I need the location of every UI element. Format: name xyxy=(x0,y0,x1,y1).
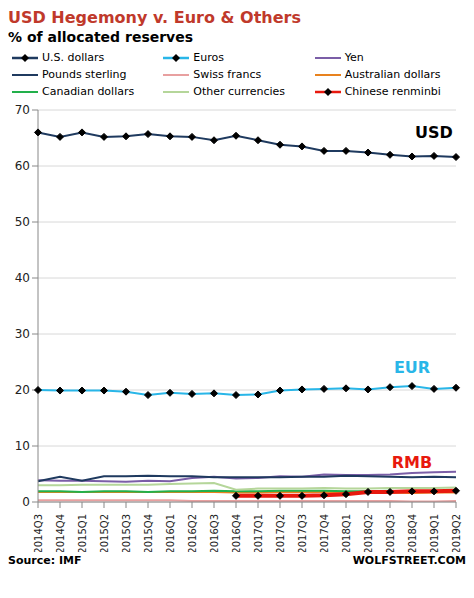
svg-text:2018Q4: 2018Q4 xyxy=(407,514,418,552)
svg-text:50: 50 xyxy=(15,215,30,229)
html-text:U.S. dollars: U.S. dollars xyxy=(42,51,105,64)
svg-text:2015Q1: 2015Q1 xyxy=(77,514,88,552)
svg-text:2019Q1: 2019Q1 xyxy=(429,514,440,552)
svg-text:USD: USD xyxy=(415,123,453,142)
html-text:Australian dollars: Australian dollars xyxy=(344,68,441,81)
svg-text:40: 40 xyxy=(15,271,30,285)
svg-text:2017Q2: 2017Q2 xyxy=(275,514,286,552)
svg-text:0: 0 xyxy=(22,495,30,509)
html-text:% of allocated reserves: % of allocated reserves xyxy=(8,29,194,45)
html-text:Chinese renminbi: Chinese renminbi xyxy=(344,85,441,98)
html-text:USD Hegemony v. Euro & Others: USD Hegemony v. Euro & Others xyxy=(8,8,301,27)
svg-text:2016Q4: 2016Q4 xyxy=(231,514,242,552)
html-text:WOLFSTREET.COM: WOLFSTREET.COM xyxy=(352,554,466,567)
html-text:Pounds sterling: Pounds sterling xyxy=(42,68,127,81)
html-text:Euros: Euros xyxy=(193,51,224,64)
svg-text:2015Q3: 2015Q3 xyxy=(121,514,132,552)
svg-text:70: 70 xyxy=(15,103,30,117)
html-text:Swiss francs: Swiss francs xyxy=(193,68,262,81)
svg-text:2018Q3: 2018Q3 xyxy=(385,514,396,552)
svg-text:2016Q2: 2016Q2 xyxy=(187,514,198,552)
svg-text:2017Q3: 2017Q3 xyxy=(297,514,308,552)
html-text:Canadian dollars: Canadian dollars xyxy=(42,85,135,98)
svg-text:2018Q1: 2018Q1 xyxy=(341,514,352,552)
svg-text:2014Q3: 2014Q3 xyxy=(33,514,44,552)
svg-text:20: 20 xyxy=(15,383,30,397)
svg-text:2017Q1: 2017Q1 xyxy=(253,514,264,552)
svg-text:60: 60 xyxy=(15,159,30,173)
svg-text:2017Q4: 2017Q4 xyxy=(319,514,330,552)
svg-text:2015Q4: 2015Q4 xyxy=(143,514,154,552)
svg-text:30: 30 xyxy=(15,327,30,341)
svg-text:2019Q2: 2019Q2 xyxy=(451,514,462,552)
html-text:Other currencies: Other currencies xyxy=(193,85,285,98)
svg-text:2016Q3: 2016Q3 xyxy=(209,514,220,552)
svg-text:2016Q1: 2016Q1 xyxy=(165,514,176,552)
svg-text:2015Q2: 2015Q2 xyxy=(99,514,110,552)
svg-text:EUR: EUR xyxy=(394,358,430,377)
svg-text:10: 10 xyxy=(15,439,30,453)
html-text:Yen: Yen xyxy=(344,51,364,64)
html-text:Source: IMF: Source: IMF xyxy=(8,554,82,567)
svg-text:2014Q4: 2014Q4 xyxy=(55,514,66,552)
svg-text:2018Q2: 2018Q2 xyxy=(363,514,374,552)
svg-text:RMB: RMB xyxy=(392,453,432,472)
